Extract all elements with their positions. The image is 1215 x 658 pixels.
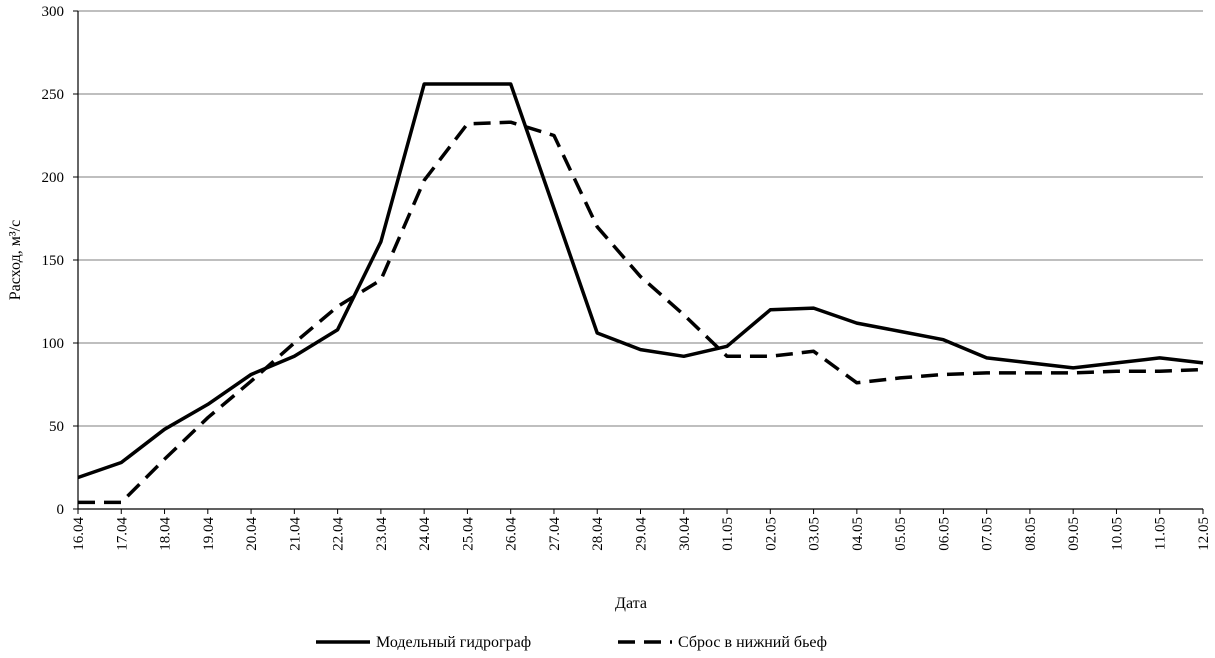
- x-tick-label: 28.04: [590, 517, 606, 551]
- y-tick-label: 150: [42, 253, 65, 269]
- y-tick-labels: 0 50 100 150 200 250 300: [42, 4, 65, 518]
- legend: Модельный гидрограф Сброс в нижний бьеф: [316, 634, 827, 651]
- x-tick-label: 18.04: [158, 517, 174, 551]
- x-tick-label: 21.04: [287, 517, 303, 551]
- x-axis-title: Дата: [615, 595, 647, 612]
- x-tick-label: 26.04: [504, 517, 520, 551]
- series-line-discharge: [78, 120, 1204, 505]
- x-tick-label: 30.04: [677, 517, 693, 551]
- x-tick-label: 11.05: [1153, 517, 1169, 550]
- x-tick-label: 08.05: [1023, 517, 1039, 551]
- x-tick-label: 29.04: [634, 517, 650, 551]
- x-tick-label: 25.04: [460, 517, 476, 551]
- x-tick-label: 24.04: [417, 517, 433, 551]
- y-tick-label: 100: [42, 336, 65, 352]
- x-tick-label: 20.04: [244, 517, 260, 551]
- x-tick-label: 01.05: [720, 517, 736, 551]
- x-tick-label: 17.04: [114, 517, 130, 551]
- axes: [73, 10, 1204, 514]
- x-tick-label: 03.05: [807, 517, 823, 551]
- x-tick-label: 09.05: [1066, 517, 1082, 551]
- x-tick-label: 07.05: [980, 517, 996, 551]
- y-axis-title: Расход, м³/с: [7, 220, 24, 300]
- x-tick-label: 19.04: [201, 517, 217, 551]
- y-tick-label: 200: [42, 170, 65, 186]
- x-tick-label: 27.04: [547, 517, 563, 551]
- x-tick-label: 04.05: [850, 517, 866, 551]
- legend-label-model: Модельный гидрограф: [376, 634, 531, 651]
- y-tick-label: 300: [42, 4, 65, 20]
- x-tick-label: 05.05: [893, 517, 909, 551]
- x-tick-label: 02.05: [763, 517, 779, 551]
- y-tick-label: 0: [57, 502, 65, 518]
- legend-label-discharge: Сброс в нижний бьеф: [678, 634, 827, 651]
- series-line-model: [77, 82, 1204, 480]
- y-tick-label: 250: [42, 87, 65, 103]
- x-tick-label: 12.05: [1196, 517, 1212, 551]
- x-tick-label: 16.04: [71, 517, 87, 551]
- x-tick-label: 23.04: [374, 517, 390, 551]
- grid: [78, 10, 1203, 427]
- x-tick-labels: 16.04 17.04 18.04 19.04 20.04 21.04 22.04 23.04…: [71, 517, 1212, 551]
- y-tick-label: 50: [49, 419, 64, 435]
- series-group: [77, 82, 1204, 505]
- x-tick-label: 10.05: [1109, 517, 1125, 551]
- x-tick-label: 06.05: [936, 517, 952, 551]
- x-tick-label: 22.04: [331, 517, 347, 551]
